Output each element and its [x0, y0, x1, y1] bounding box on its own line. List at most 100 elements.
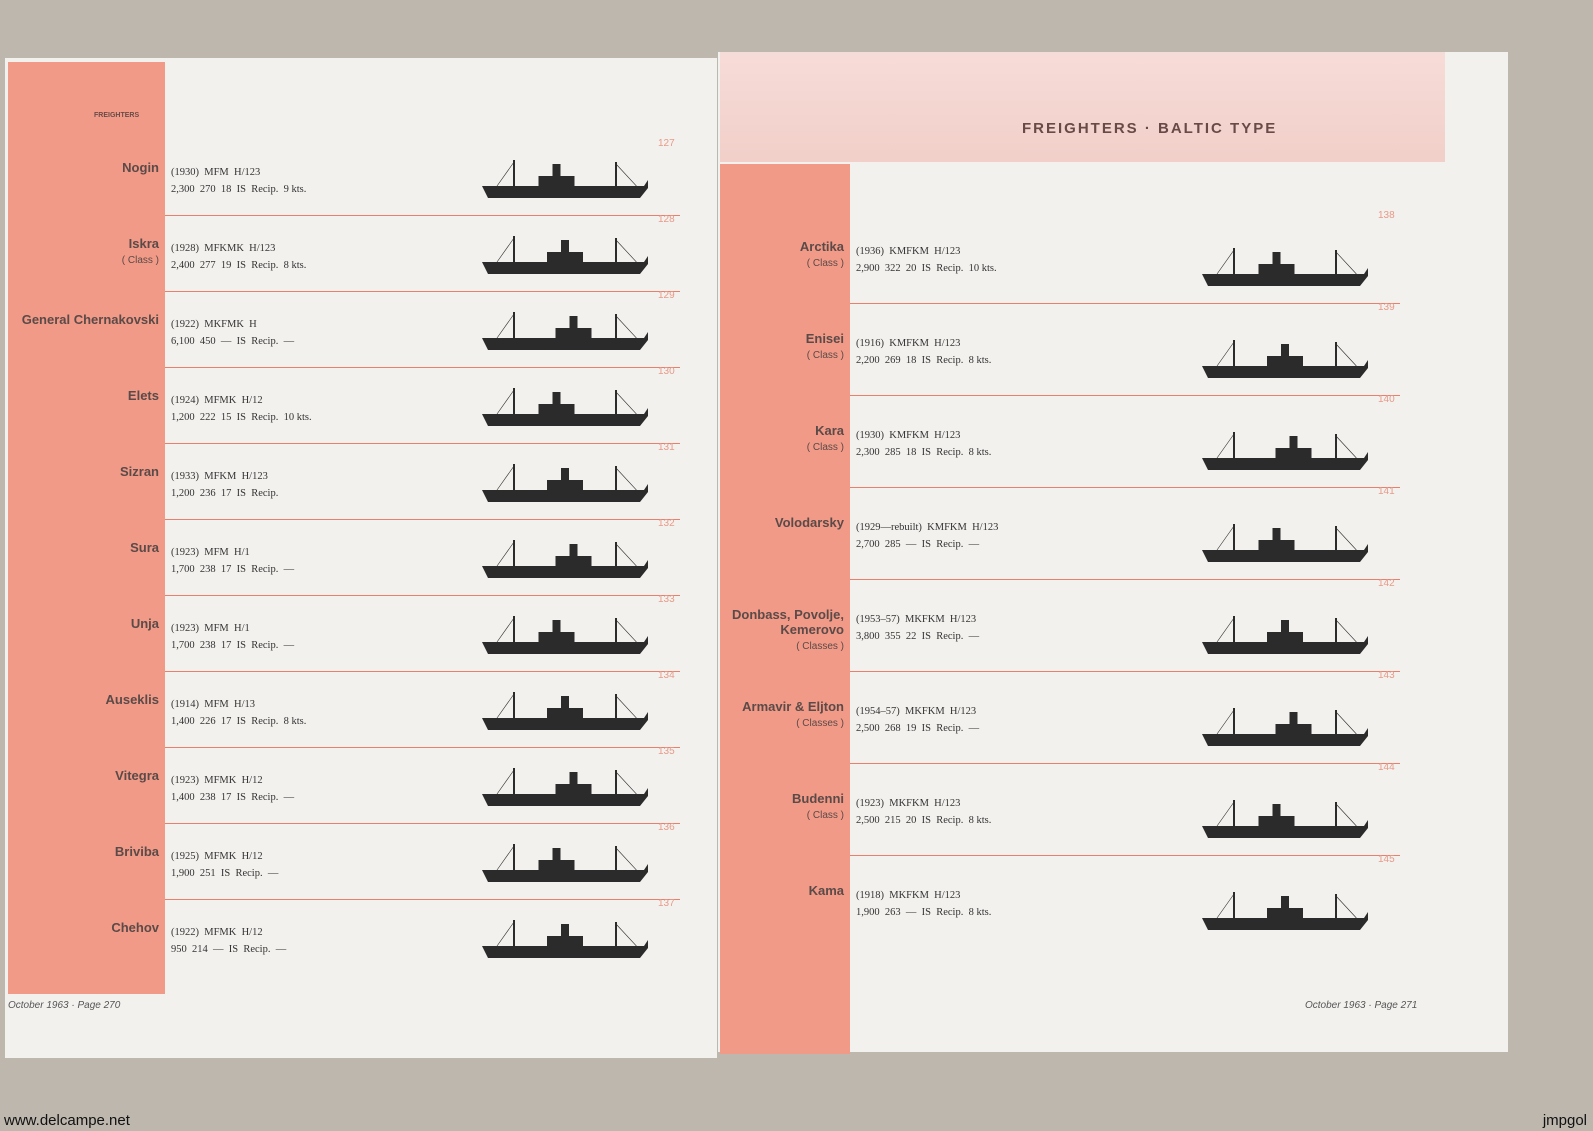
row-separator — [850, 855, 1400, 856]
row-separator — [850, 303, 1400, 304]
ship-data: (1923) MKFKM H/123 — [856, 798, 961, 810]
left-footer: October 1963 · Page 270 — [8, 1000, 121, 1011]
ship-name: Iskra ( Class ) — [8, 236, 159, 268]
ship-data: (1933) MFKM H/123 — [171, 471, 268, 483]
ship-name: Donbass, Povolje, Kemerovo ( Classes ) — [720, 607, 844, 654]
ship-silhouette — [482, 464, 648, 502]
ship-number: 134 — [658, 670, 675, 681]
ship-name-text: Iskra — [128, 236, 159, 252]
right-strip — [720, 164, 850, 1054]
ship-silhouette — [1202, 616, 1368, 654]
ship-data: (1930) MFM H/123 — [171, 167, 261, 179]
ship-number: 132 — [658, 518, 675, 529]
ship-data: 950 214 — IS Recip. — — [171, 944, 287, 956]
ship-data: (1925) MFMK H/12 — [171, 851, 263, 863]
ship-class: ( Class ) — [806, 810, 844, 822]
ship-data: 1,900 251 IS Recip. — — [171, 868, 279, 880]
ship-data: (1936) KMFKM H/123 — [856, 246, 961, 258]
ship-data: (1928) MFKMK H/123 — [171, 243, 276, 255]
ship-number: 144 — [1378, 762, 1395, 773]
ship-name: Budenni ( Class ) — [720, 791, 844, 823]
ship-silhouette — [482, 160, 648, 198]
ship-data: 3,800 355 22 IS Recip. — — [856, 631, 980, 643]
ship-number: 136 — [658, 822, 675, 833]
row-separator — [165, 443, 680, 444]
ship-name: Sura — [130, 540, 159, 556]
ship-class: ( Class ) — [121, 255, 159, 267]
ship-class: ( Classes ) — [796, 641, 844, 653]
ship-data: (1954–57) MKFKM H/123 — [856, 706, 977, 718]
ship-silhouette — [482, 388, 648, 426]
ship-name-text: Kara — [815, 423, 844, 439]
ship-silhouette — [1202, 800, 1368, 838]
ship-silhouette — [1202, 248, 1368, 286]
ship-class: ( Class ) — [806, 442, 844, 454]
ship-number: 129 — [658, 290, 675, 301]
ship-number: 131 — [658, 442, 675, 453]
ship-number: 128 — [658, 214, 675, 225]
ship-number: 140 — [1378, 394, 1395, 405]
ship-data: (1922) MFMK H/12 — [171, 927, 263, 939]
ship-name: Volodarsky — [774, 515, 844, 531]
ship-data: 1,700 238 17 IS Recip. — — [171, 640, 295, 652]
ship-data: 2,400 277 19 IS Recip. 8 kts. — [171, 260, 307, 272]
ship-number: 145 — [1378, 854, 1395, 865]
ship-data: (1922) MKFMK H — [171, 319, 257, 331]
ship-name: Vitegra — [115, 768, 159, 784]
ship-name: Nogin — [122, 160, 159, 176]
row-separator — [165, 215, 680, 216]
ship-name-text: Budenni — [792, 791, 844, 807]
ship-data: (1930) KMFKM H/123 — [856, 430, 961, 442]
ship-silhouette — [482, 616, 648, 654]
ship-name: Kara ( Class ) — [720, 423, 844, 455]
row-separator — [165, 291, 680, 292]
ship-number: 138 — [1378, 210, 1395, 221]
row-separator — [165, 367, 680, 368]
ship-number: 143 — [1378, 670, 1395, 681]
row-separator — [165, 823, 680, 824]
ship-data: 1,700 238 17 IS Recip. — — [171, 564, 295, 576]
ship-class: ( Class ) — [806, 350, 844, 362]
ship-data: 2,700 285 — IS Recip. — — [856, 539, 980, 551]
row-separator — [850, 395, 1400, 396]
ship-data: 2,500 268 19 IS Recip. — — [856, 723, 980, 735]
ship-silhouette — [482, 236, 648, 274]
watermark: www.delcampe.net — [4, 1112, 130, 1129]
ship-class: ( Class ) — [806, 258, 844, 270]
ship-data: 2,900 322 20 IS Recip. 10 kts. — [856, 263, 997, 275]
ship-silhouette — [1202, 432, 1368, 470]
ship-data: (1924) MFMK H/12 — [171, 395, 263, 407]
row-separator — [850, 579, 1400, 580]
ship-data: 1,900 263 — IS Recip. 8 kts. — [856, 907, 992, 919]
ship-data: 2,300 285 18 IS Recip. 8 kts. — [856, 447, 992, 459]
ship-name-text: Arctika — [799, 239, 844, 255]
left-strip — [8, 62, 165, 994]
ship-silhouette — [482, 768, 648, 806]
ship-name-text: Armavir & Eljton — [742, 699, 844, 715]
row-separator — [850, 487, 1400, 488]
ship-name: Kama — [808, 883, 844, 899]
ship-data: 1,200 236 17 IS Recip. — [171, 488, 279, 500]
left-header: FREIGHTERS — [94, 112, 140, 119]
ship-data: (1929—rebuilt) KMFKM H/123 — [856, 522, 999, 534]
right-header: FREIGHTERS · BALTIC TYPE — [1022, 120, 1278, 137]
ship-data: 1,400 238 17 IS Recip. — — [171, 792, 295, 804]
ship-number: 141 — [1378, 486, 1395, 497]
ship-silhouette — [482, 844, 648, 882]
row-separator — [165, 595, 680, 596]
right-header-band — [720, 52, 1445, 162]
ship-silhouette — [482, 920, 648, 958]
ship-name: General Chernakovski — [21, 312, 159, 328]
row-separator — [165, 519, 680, 520]
ship-name: Sizran — [119, 464, 159, 480]
ship-silhouette — [1202, 708, 1368, 746]
ship-data: (1914) MFM H/13 — [171, 699, 256, 711]
ship-name: Armavir & Eljton ( Classes ) — [720, 699, 844, 731]
ship-silhouette — [482, 312, 648, 350]
ship-number: 133 — [658, 594, 675, 605]
ship-number: 130 — [658, 366, 675, 377]
ship-data: 6,100 450 — IS Recip. — — [171, 336, 295, 348]
row-separator — [850, 671, 1400, 672]
ship-name: Briviba — [114, 844, 159, 860]
